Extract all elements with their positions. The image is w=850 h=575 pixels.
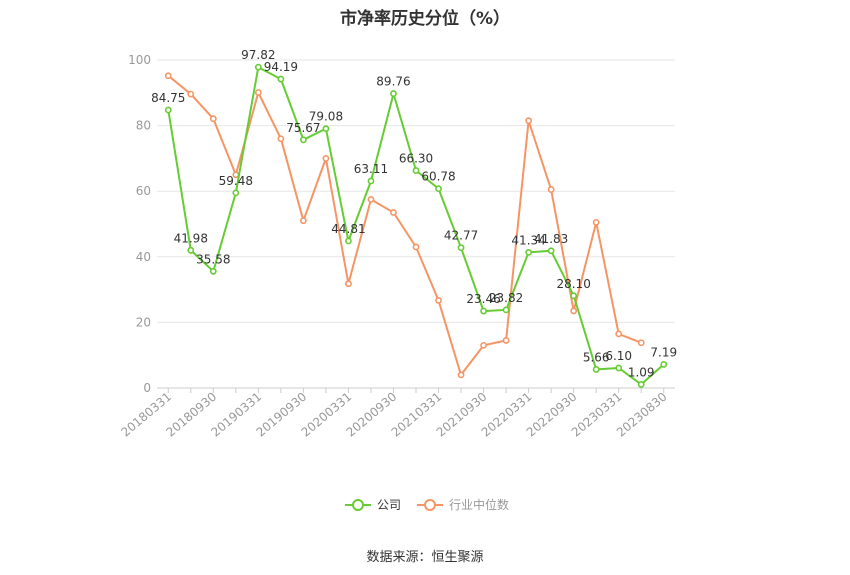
- axis-layer: 0204060801002018033120180930201903312019…: [118, 53, 675, 440]
- series-0-point-20190630: [277, 75, 285, 83]
- legend-item-industry-median[interactable]: 行业中位数: [417, 496, 509, 513]
- data-label-20230630: 1.09: [628, 365, 655, 379]
- series-0-point-20200630: [367, 177, 375, 185]
- data-label-20230830: 7.19: [650, 345, 677, 359]
- series-line-0: [167, 66, 665, 386]
- series-1-point-20220630: [547, 186, 555, 193]
- series-0-point-20230331: [615, 364, 623, 372]
- series-0-point-20201231: [412, 167, 420, 174]
- data-source: 数据来源：恒生聚源: [366, 550, 484, 565]
- y-tick-label-60: 60: [136, 184, 151, 198]
- series-0-point-20230830: [660, 361, 668, 368]
- series-0-point-20191231: [322, 125, 330, 133]
- series-1-point-20201231: [412, 243, 420, 251]
- series-0-point-20200930: [390, 90, 397, 97]
- data-label-20210930: 23.46: [466, 292, 500, 306]
- series-1-point-20210930: [480, 341, 487, 349]
- series-0-point-20180930: [209, 267, 217, 275]
- data-label-20200930: 89.76: [376, 75, 410, 89]
- series-1-point-20190331: [254, 89, 262, 96]
- chart-title: 市净率历史分位（%）: [339, 9, 511, 29]
- series-1-point-20200630: [367, 195, 375, 203]
- series-0-point-20200331: [345, 237, 352, 245]
- series-0-point-20220930: [570, 292, 578, 300]
- series-1-point-20180630: [187, 90, 195, 98]
- data-label-20221231: 5.66: [583, 350, 610, 364]
- data-label-20230331: 6.10: [605, 349, 632, 363]
- data-label-20200331: 44.81: [331, 222, 365, 236]
- legend-swatch-industry-median: [417, 498, 444, 512]
- series-1-point-20210331: [435, 297, 442, 304]
- series-1-point-20230331: [615, 330, 623, 338]
- data-label-20180930: 35.58: [196, 252, 230, 266]
- data-label-20200630: 63.11: [354, 162, 388, 176]
- series-0-point-20180331: [164, 106, 172, 114]
- data-label-20220331: 41.34: [511, 233, 545, 247]
- series-0-point-20230630: [637, 381, 645, 388]
- y-tick-label-20: 20: [136, 315, 151, 329]
- data-label-20191231: 79.08: [309, 110, 343, 124]
- series-1-point-20230630: [637, 339, 645, 347]
- series-1-point-20190630: [277, 135, 285, 143]
- data-label-20190630: 94.19: [264, 60, 298, 74]
- series-0-point-20210930: [480, 307, 487, 315]
- series-1-point-20211231: [502, 337, 510, 344]
- series-1-point-20220930: [570, 307, 578, 315]
- data-label-20201231: 66.30: [399, 152, 433, 166]
- legend-label-industry-median: 行业中位数: [449, 498, 510, 512]
- series-1-point-20221231: [592, 218, 600, 226]
- data-label-20190930: 75.67: [286, 121, 320, 135]
- series-0-point-20220331: [525, 249, 533, 256]
- series-1-point-20210630: [457, 371, 465, 379]
- data-label-20190331: 97.82: [241, 48, 275, 62]
- series-layer: [164, 63, 668, 388]
- legend-item-company[interactable]: 公司: [345, 496, 401, 513]
- legend: 公司 行业中位数: [345, 496, 525, 513]
- series-1-point-20180930: [209, 115, 217, 123]
- y-tick-label-40: 40: [136, 250, 151, 264]
- series-1-point-20200930: [390, 209, 397, 216]
- y-tick-label-80: 80: [136, 119, 151, 133]
- series-0-point-20181231: [232, 189, 240, 197]
- series-line-1: [167, 74, 642, 376]
- grid-layer: [157, 59, 675, 323]
- data-label-20180630: 41.98: [174, 231, 208, 245]
- y-tick-label-100: 100: [128, 53, 151, 67]
- data-label-20220930: 28.10: [556, 277, 590, 291]
- series-0-point-20210331: [435, 185, 442, 193]
- series-0-point-20210630: [457, 244, 465, 252]
- series-0-point-20180630: [187, 246, 195, 254]
- legend-swatch-company: [345, 498, 371, 512]
- series-0-point-20211231: [502, 306, 510, 314]
- series-1-point-20191231: [322, 154, 330, 162]
- data-label-20180331: 84.75: [151, 91, 185, 105]
- data-label-20181231: 59.48: [219, 174, 253, 188]
- series-1-point-20180331: [164, 72, 172, 80]
- data-label-20211231: 23.82: [489, 291, 523, 305]
- series-0-point-20220630: [547, 247, 555, 255]
- legend-label-company: 公司: [377, 498, 402, 512]
- series-0-point-20190331: [254, 63, 262, 71]
- data-label-20220630: 41.83: [534, 232, 568, 246]
- data-label-20210331: 60.78: [421, 170, 455, 184]
- y-tick-label-0: 0: [143, 381, 151, 395]
- series-0-point-20221231: [592, 366, 600, 373]
- series-1-point-20200331: [345, 280, 352, 288]
- series-0-point-20190930: [299, 136, 307, 144]
- series-1-point-20190930: [299, 217, 307, 225]
- data-label-20210630: 42.77: [444, 229, 478, 243]
- x-tick-label-20230830: 20230830: [614, 390, 670, 440]
- series-1-point-20220331: [525, 117, 533, 125]
